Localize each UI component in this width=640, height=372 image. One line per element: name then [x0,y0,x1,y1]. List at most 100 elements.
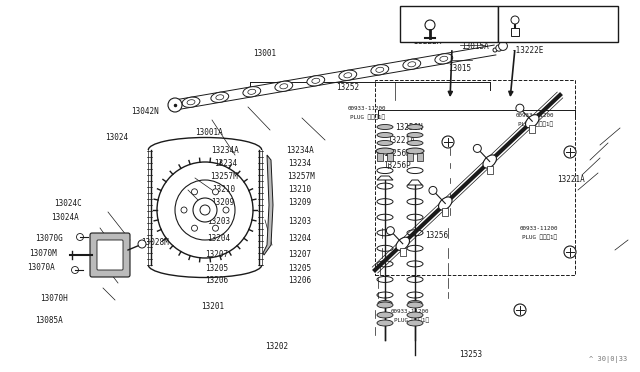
Text: 13202: 13202 [266,342,289,351]
Text: 00933-11200: 00933-11200 [390,309,429,314]
Bar [417,153,423,161]
Text: 13207: 13207 [205,250,228,259]
Text: 13210: 13210 [212,185,236,194]
Ellipse shape [216,95,224,100]
Text: 00933-11200: 00933-11200 [520,226,558,231]
Ellipse shape [525,115,539,128]
Ellipse shape [377,141,393,145]
Ellipse shape [407,132,423,138]
Ellipse shape [371,65,388,75]
Ellipse shape [378,301,392,305]
Text: 13234: 13234 [288,159,311,168]
Text: 13256P: 13256P [383,161,410,170]
Text: [1185-  ]: [1185- ] [499,16,535,23]
Circle shape [514,304,526,316]
Text: 13253: 13253 [460,350,483,359]
Ellipse shape [280,84,288,89]
Text: 13205: 13205 [288,264,311,273]
Text: 13070H: 13070H [40,294,67,303]
Text: 13024: 13024 [106,133,129,142]
Ellipse shape [243,87,260,97]
Circle shape [212,225,218,231]
Text: 13209: 13209 [288,198,311,207]
Bar [498,6,618,42]
Ellipse shape [440,56,448,61]
Circle shape [72,266,79,273]
Circle shape [516,104,524,112]
Ellipse shape [407,302,423,308]
Ellipse shape [377,132,393,138]
Circle shape [493,48,497,52]
Ellipse shape [275,81,292,92]
Circle shape [212,189,218,195]
Text: 13024A: 13024A [51,213,79,222]
FancyBboxPatch shape [97,240,123,270]
Text: 13256N: 13256N [396,123,423,132]
Circle shape [191,189,198,195]
Text: 13209: 13209 [211,198,234,207]
Text: [0184-1185]: [0184-1185] [403,16,447,23]
Ellipse shape [483,155,497,168]
Circle shape [193,198,217,222]
Circle shape [77,234,83,241]
Bar [442,208,448,215]
Text: 13024C: 13024C [54,199,82,208]
Ellipse shape [407,320,423,326]
Text: 13234A: 13234A [286,146,314,155]
Circle shape [181,207,187,213]
Text: -13222A: -13222A [410,37,442,46]
Text: 13206: 13206 [205,276,228,285]
Bar [400,248,406,256]
Circle shape [442,136,454,148]
Ellipse shape [182,97,200,108]
Circle shape [387,227,394,235]
Text: 13042N: 13042N [131,107,159,116]
Circle shape [168,98,182,112]
Polygon shape [377,176,393,180]
Circle shape [138,240,146,248]
Text: 13252: 13252 [336,83,359,92]
Polygon shape [408,180,422,185]
Text: 13070G: 13070G [35,234,63,243]
Bar [407,153,413,161]
Ellipse shape [377,312,393,318]
Text: 13256M: 13256M [383,149,410,158]
Text: 13206: 13206 [288,276,311,285]
Text: 13085A: 13085A [35,316,63,325]
Polygon shape [263,155,273,255]
Ellipse shape [344,73,352,78]
Ellipse shape [376,148,394,154]
Ellipse shape [312,78,320,83]
Text: 13234A: 13234A [211,146,239,155]
Ellipse shape [407,125,423,129]
Text: 13205: 13205 [205,264,228,273]
Circle shape [200,205,210,215]
Text: PLUG プラ（1）: PLUG プラ（1） [394,318,429,324]
Text: 13001: 13001 [253,49,276,58]
Ellipse shape [403,59,420,70]
Text: 13204: 13204 [207,234,230,243]
Text: 13256: 13256 [426,231,449,240]
Text: 13204: 13204 [288,234,311,243]
Text: 13070A: 13070A [27,263,54,272]
Circle shape [496,45,502,51]
Ellipse shape [187,100,195,105]
Bar [529,125,535,133]
Ellipse shape [376,67,384,73]
Text: 13210: 13210 [288,185,311,194]
Text: 00933-11200: 00933-11200 [348,106,386,111]
Text: 13207: 13207 [288,250,311,259]
Text: 13221A: 13221A [557,175,584,184]
Circle shape [474,144,481,153]
Ellipse shape [248,89,256,94]
Text: 13001A: 13001A [195,128,223,137]
Ellipse shape [438,197,452,210]
Text: 13234: 13234 [214,159,237,168]
Text: PLUG プラ（1）: PLUG プラ（1） [518,121,554,127]
Ellipse shape [407,312,423,318]
Text: 13257M: 13257M [210,172,237,181]
Ellipse shape [408,301,422,305]
Ellipse shape [307,76,324,86]
Bar [377,153,383,161]
Ellipse shape [396,237,410,250]
